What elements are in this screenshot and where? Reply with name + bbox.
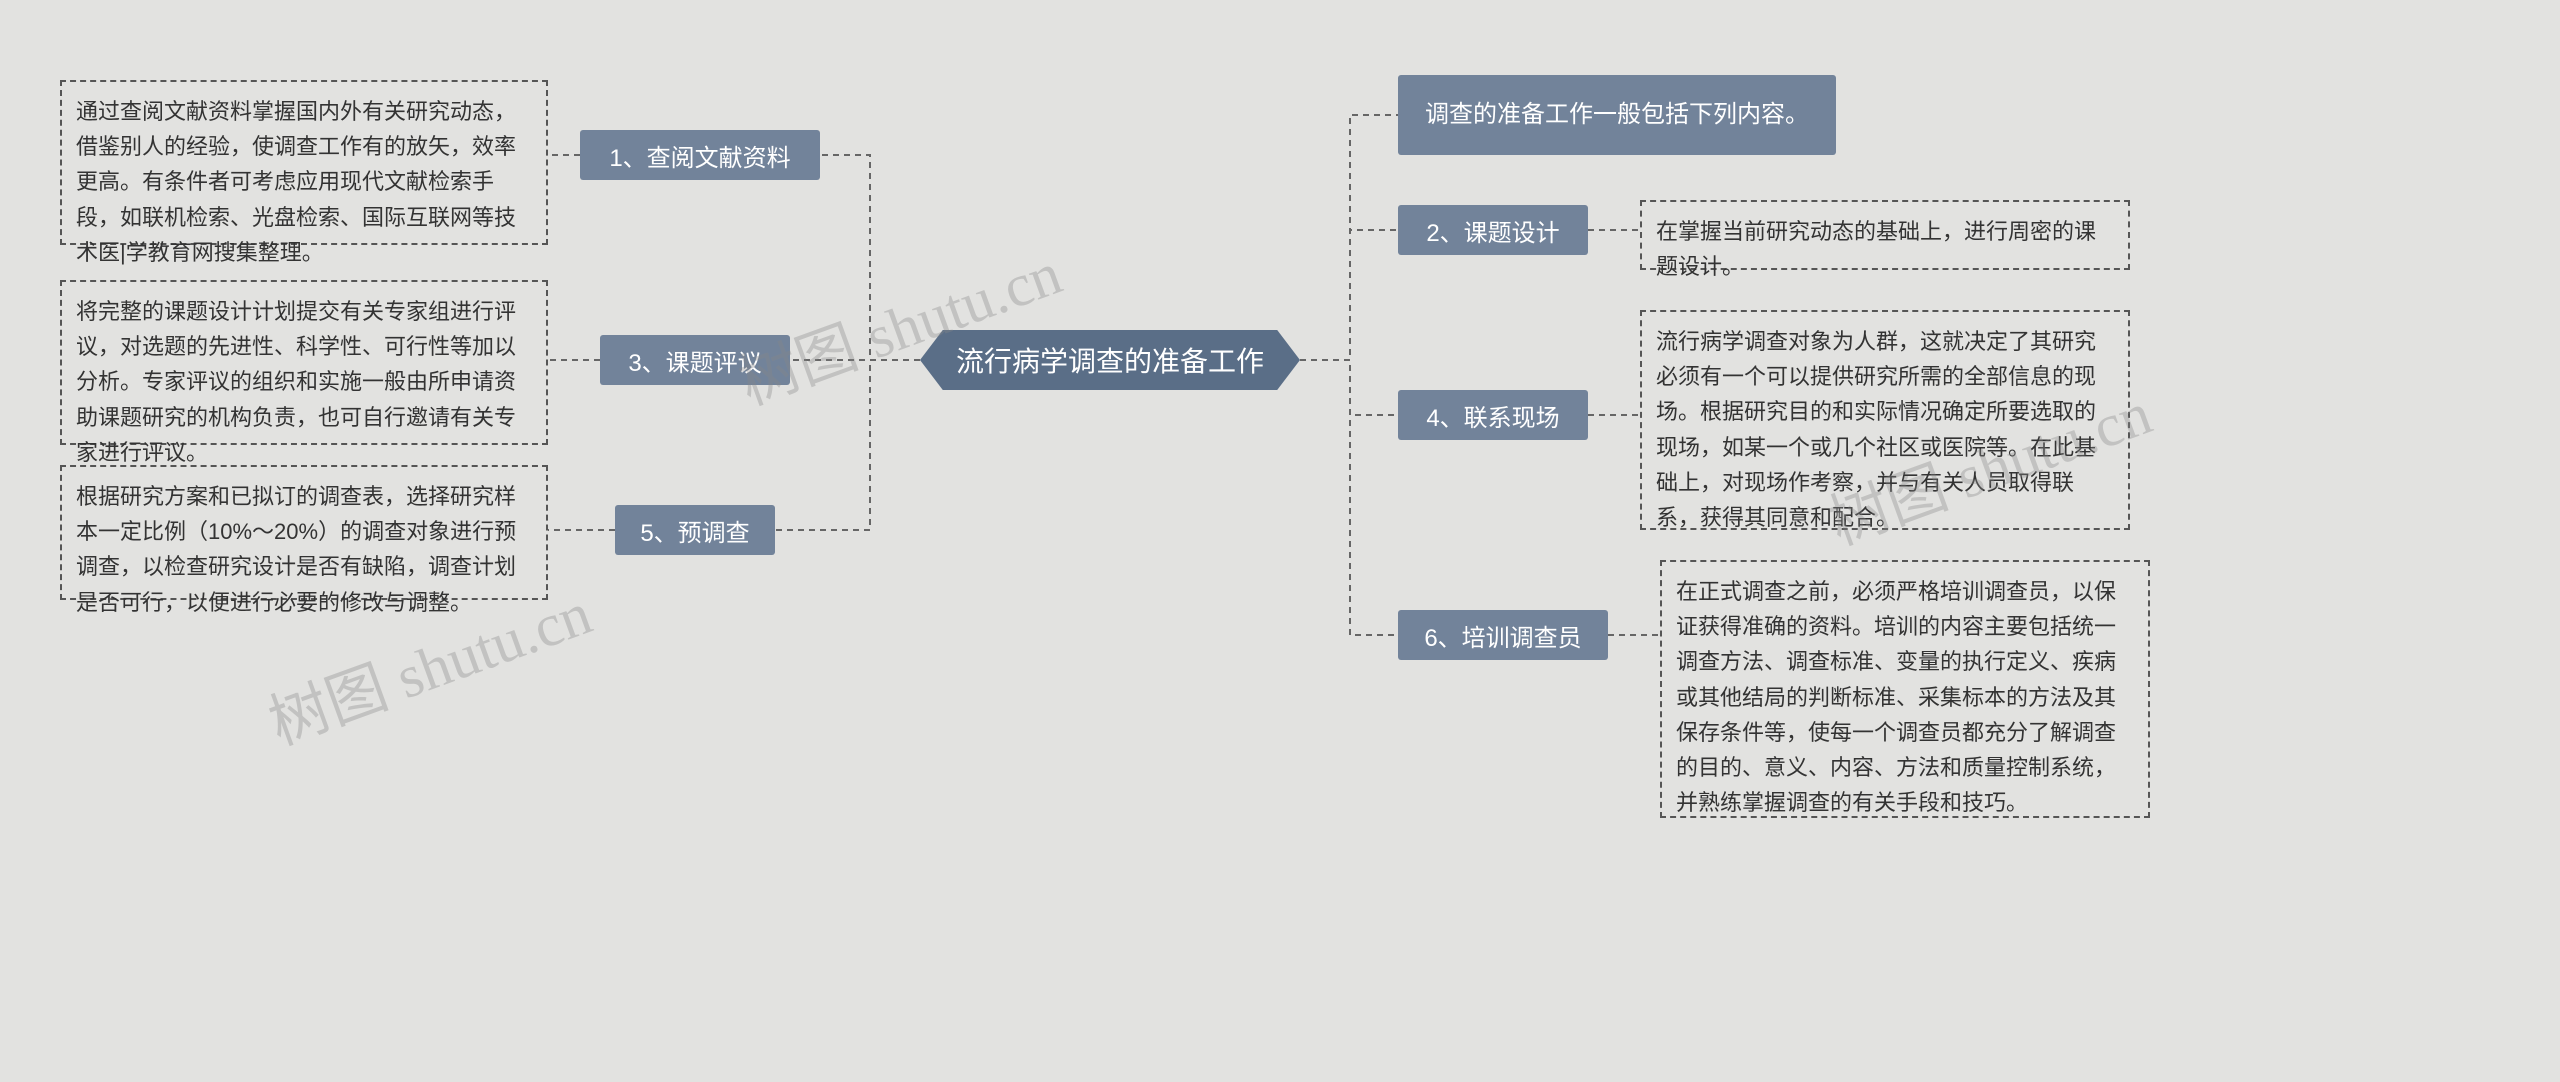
watermark-0: 树图 shutu.cn — [725, 225, 1071, 422]
left-branch-0-text: 1、查阅文献资料 — [609, 138, 790, 173]
left-leaf-1: 将完整的课题设计计划提交有关专家组进行评议，对选题的先进性、科学性、可行性等加以… — [60, 280, 548, 445]
right-branch-1: 2、课题设计 — [1398, 205, 1588, 255]
right-branch-2-text: 4、联系现场 — [1426, 398, 1559, 433]
left-leaf-2: 根据研究方案和已拟订的调查表，选择研究样本一定比例（10%～20%）的调查对象进… — [60, 465, 548, 600]
left-branch-1: 3、课题评议 — [600, 335, 790, 385]
left-leaf-1-text: 将完整的课题设计计划提交有关专家组进行评议，对选题的先进性、科学性、可行性等加以… — [76, 294, 532, 470]
right-branch-0-text: 调查的准备工作一般包括下列内容。 — [1425, 96, 1809, 134]
left-branch-2: 5、预调查 — [615, 505, 775, 555]
left-leaf-0-text: 通过查阅文献资料掌握国内外有关研究动态，借鉴别人的经验，使调查工作有的放矢，效率… — [76, 94, 532, 270]
right-leaf-1: 在掌握当前研究动态的基础上，进行周密的课题设计。 — [1640, 200, 2130, 270]
left-branch-0: 1、查阅文献资料 — [580, 130, 820, 180]
right-leaf-2-text: 流行病学调查对象为人群，这就决定了其研究必须有一个可以提供研究所需的全部信息的现… — [1656, 324, 2114, 535]
right-branch-3: 6、培训调查员 — [1398, 610, 1608, 660]
root-label: 流行病学调查的准备工作 — [956, 340, 1264, 380]
right-leaf-1-text: 在掌握当前研究动态的基础上，进行周密的课题设计。 — [1656, 214, 2114, 284]
right-branch-0: 调查的准备工作一般包括下列内容。 — [1398, 75, 1836, 155]
root-node: 流行病学调查的准备工作 — [920, 330, 1300, 390]
left-leaf-2-text: 根据研究方案和已拟订的调查表，选择研究样本一定比例（10%～20%）的调查对象进… — [76, 479, 532, 620]
left-leaf-0: 通过查阅文献资料掌握国内外有关研究动态，借鉴别人的经验，使调查工作有的放矢，效率… — [60, 80, 548, 245]
right-leaf-3: 在正式调查之前，必须严格培训调查员，以保证获得准确的资料。培训的内容主要包括统一… — [1660, 560, 2150, 818]
right-branch-3-text: 6、培训调查员 — [1424, 618, 1581, 653]
right-branch-1-text: 2、课题设计 — [1426, 213, 1559, 248]
right-branch-2: 4、联系现场 — [1398, 390, 1588, 440]
left-branch-2-text: 5、预调查 — [640, 513, 749, 548]
left-branch-1-text: 3、课题评议 — [628, 343, 761, 378]
right-leaf-3-text: 在正式调查之前，必须严格培训调查员，以保证获得准确的资料。培训的内容主要包括统一… — [1676, 574, 2134, 820]
right-leaf-2: 流行病学调查对象为人群，这就决定了其研究必须有一个可以提供研究所需的全部信息的现… — [1640, 310, 2130, 530]
